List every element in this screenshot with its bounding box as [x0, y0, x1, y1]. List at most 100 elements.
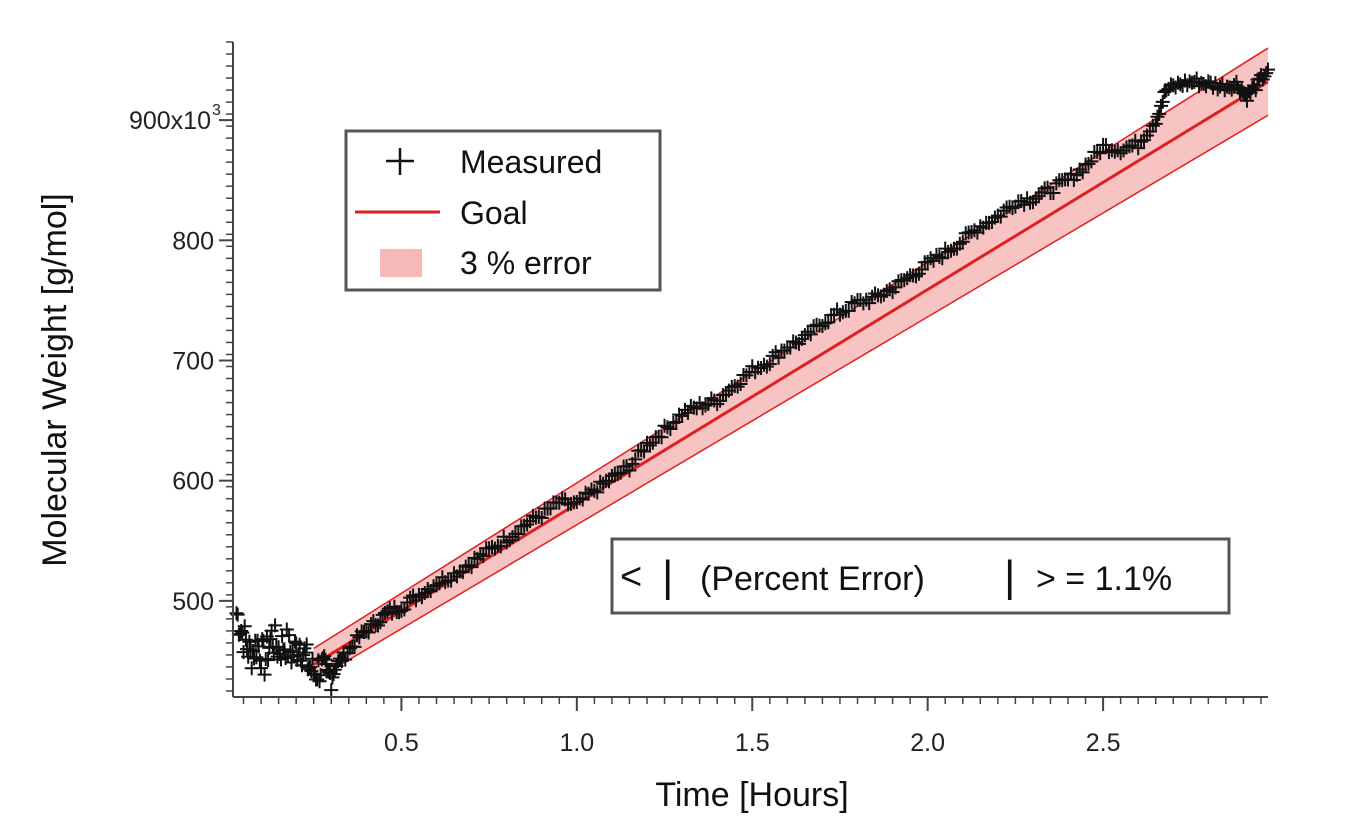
measured-point: [304, 664, 319, 679]
measured-point: [403, 590, 418, 605]
legend-goal-label: Goal: [460, 195, 528, 231]
x-tick-label: 2.0: [910, 729, 945, 757]
measured-point: [1028, 191, 1043, 206]
measured-point: [243, 642, 258, 657]
measured-point: [258, 651, 273, 666]
annotation-gt-eq: > = 1.1%: [1036, 560, 1172, 598]
measured-point: [282, 628, 297, 643]
x-tick-label: 2.5: [1086, 729, 1121, 757]
measured-point: [1248, 83, 1263, 98]
measured-point: [229, 606, 244, 621]
measured-point: [1245, 81, 1260, 96]
measured-point: [1229, 74, 1244, 89]
measured-point: [324, 683, 339, 698]
measured-point: [642, 438, 657, 453]
measured-point: [993, 209, 1008, 224]
measured-point: [1145, 118, 1160, 133]
measured-point: [543, 501, 558, 516]
measured-point: [663, 422, 678, 437]
annotation-bar-left: |: [662, 552, 673, 601]
measured-point: [1134, 134, 1149, 149]
measured-point: [841, 303, 856, 318]
x-tick-label: 1.0: [559, 729, 594, 757]
measured-point: [1119, 140, 1134, 155]
error-band-lower-edge: [313, 114, 1269, 682]
measured-point: [920, 254, 935, 269]
measured-point: [411, 587, 426, 602]
measured-point: [373, 615, 388, 630]
measured-point: [923, 251, 938, 266]
measured-point: [359, 624, 374, 639]
measured-point: [1255, 72, 1270, 87]
x-tick-label: 0.5: [384, 729, 419, 757]
measured-point: [238, 632, 253, 647]
y-tick-label: 900x10: [129, 107, 211, 135]
measured-point: [242, 634, 257, 649]
measured-point: [1257, 69, 1272, 84]
y-tick-label: 500: [172, 588, 214, 616]
measured-point: [447, 566, 462, 581]
measured-point: [955, 234, 970, 249]
measured-point: [908, 269, 923, 284]
measured-point: [316, 651, 331, 666]
measured-point: [1090, 145, 1105, 160]
measured-point: [710, 397, 725, 412]
measured-point: [745, 359, 760, 374]
measured-point: [888, 280, 903, 295]
measured-point: [844, 294, 859, 309]
measured-point: [371, 618, 386, 633]
x-axis-title: Time [Hours]: [655, 776, 848, 814]
measured-points-layer: [229, 62, 1275, 698]
measured-point: [868, 286, 883, 301]
measured-point: [1017, 197, 1032, 212]
measured-point: [432, 576, 447, 591]
measured-point: [1049, 176, 1064, 191]
measured-point: [610, 467, 625, 482]
measured-point: [914, 262, 929, 277]
measured-point: [698, 398, 713, 413]
measured-point: [590, 485, 605, 500]
y-tick-exponent: 3: [212, 102, 221, 119]
measured-point: [299, 637, 314, 652]
measured-point: [891, 274, 906, 289]
measured-point: [1150, 109, 1165, 124]
measured-point: [613, 465, 628, 480]
measured-point: [1075, 165, 1090, 180]
measured-point: [505, 529, 520, 544]
measured-point: [754, 360, 769, 375]
measured-point: [657, 418, 672, 433]
measured-point: [669, 415, 684, 430]
measured-point: [815, 319, 830, 334]
annotation-bar-right: |: [1004, 552, 1015, 601]
measured-point: [704, 391, 719, 406]
percent-error-annotation: < | (Percent Error) | > = 1.1%: [610, 537, 1231, 615]
measured-point: [317, 649, 332, 664]
measured-point: [859, 292, 874, 307]
measured-point: [935, 251, 950, 266]
measured-point: [1046, 186, 1061, 201]
legend-measured-label: Measured: [460, 144, 602, 180]
measured-point: [261, 653, 276, 668]
measured-point: [1093, 146, 1108, 161]
y-tick-label: 800: [172, 227, 214, 255]
measured-point: [438, 575, 453, 590]
measured-point: [900, 271, 915, 286]
measured-point: [1084, 154, 1099, 169]
measured-point: [1234, 83, 1249, 98]
measured-point: [511, 527, 526, 542]
measured-point: [730, 379, 745, 394]
measured-point: [1259, 66, 1274, 81]
measured-point: [596, 476, 611, 491]
legend-band-label: 3 % error: [460, 245, 592, 281]
measured-point: [319, 656, 334, 671]
measured-point: [1081, 156, 1096, 171]
y-tick-label: 600: [172, 468, 214, 496]
measured-point: [1261, 62, 1275, 77]
measured-point: [284, 655, 299, 670]
measured-point: [733, 376, 748, 391]
measured-point: [334, 654, 349, 669]
annotation-lt: <: [620, 556, 642, 598]
measured-point: [394, 603, 409, 618]
measured-point: [771, 350, 786, 365]
measured-point: [821, 315, 836, 330]
